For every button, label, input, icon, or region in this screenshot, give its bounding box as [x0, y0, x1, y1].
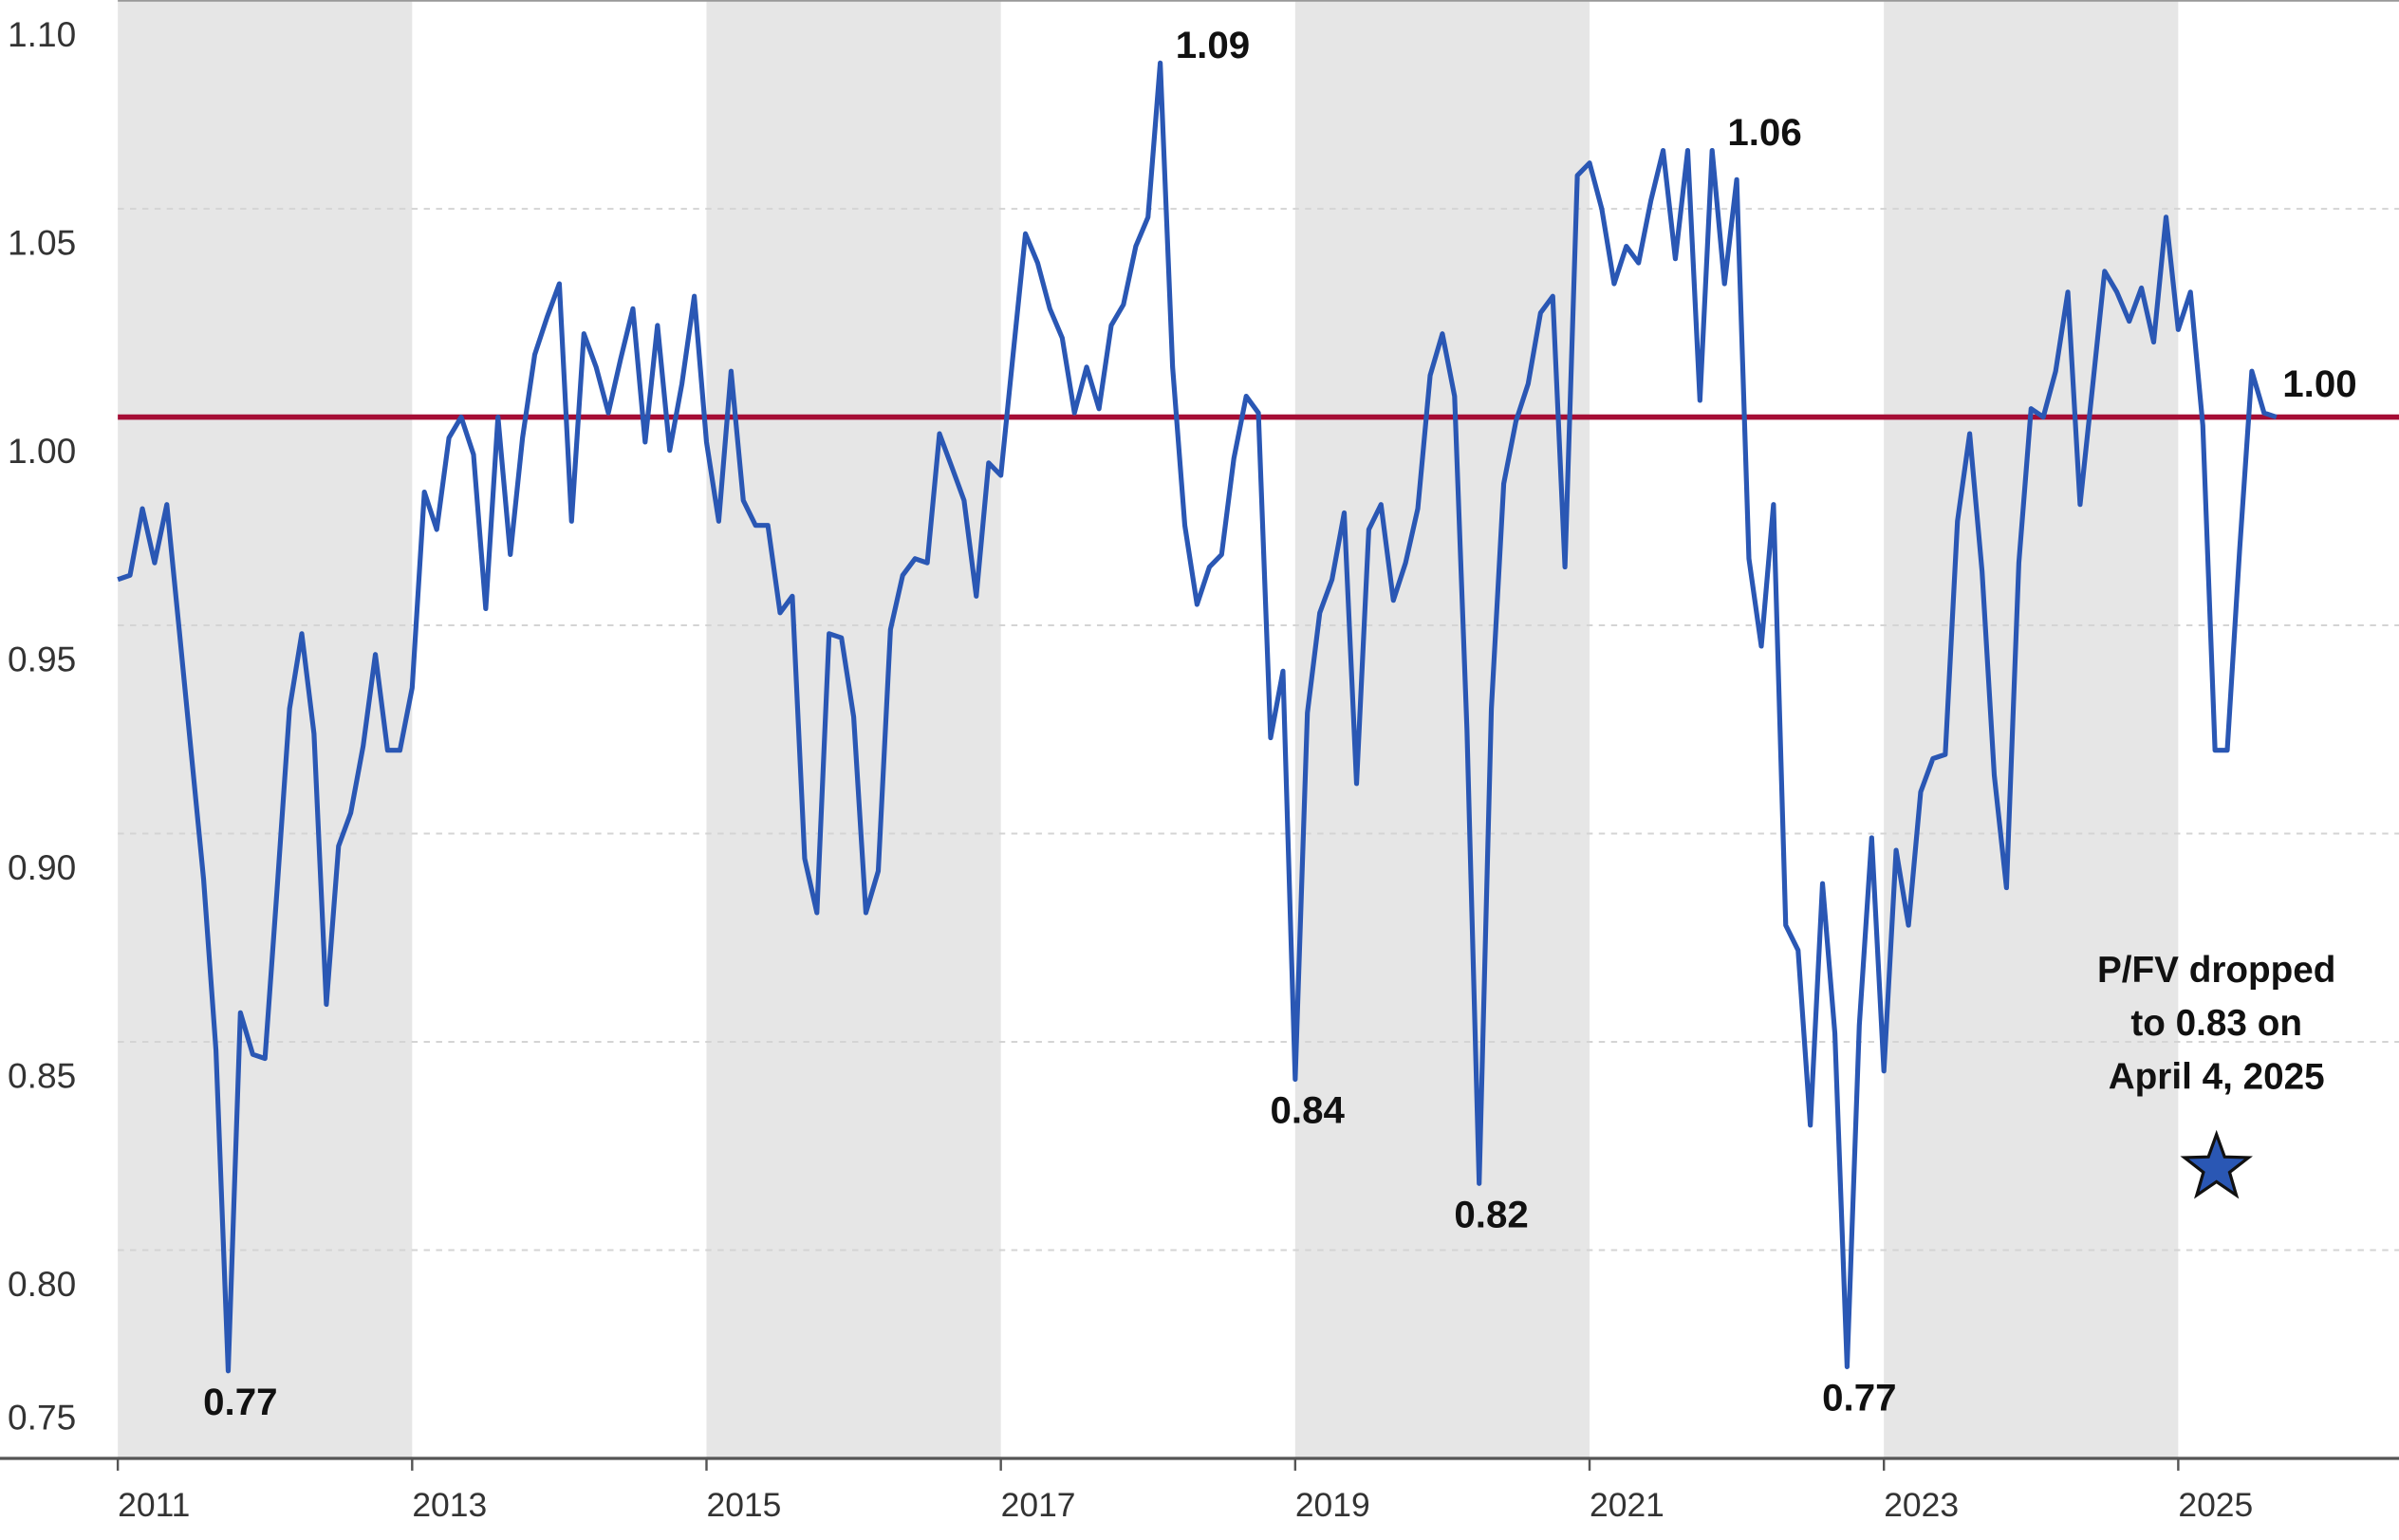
x-tick-label: 2017: [1001, 1486, 1076, 1524]
x-tick-label: 2023: [1884, 1486, 1959, 1524]
y-tick-label: 0.85: [8, 1056, 76, 1096]
data-line: [117, 60, 2278, 1374]
data-label: 0.77: [1822, 1377, 1896, 1419]
year-band: [1294, 0, 1590, 1459]
data-label: 1.09: [1176, 24, 1250, 66]
y-tick-label: 1.10: [8, 14, 76, 54]
data-label: 0.82: [1454, 1193, 1528, 1235]
annotation-text: to 0.83 on: [2130, 1003, 2302, 1044]
x-tick-label: 2019: [1295, 1486, 1370, 1524]
y-tick-label: 0.80: [8, 1264, 76, 1304]
data-label: 0.84: [1271, 1089, 1346, 1132]
y-tick-label: 0.95: [8, 640, 76, 679]
x-tick-label: 2013: [412, 1486, 487, 1524]
annotation-text: P/FV dropped: [2097, 950, 2335, 991]
annotation-text: April 4, 2025: [2109, 1057, 2325, 1098]
data-label: 1.06: [1727, 111, 1801, 154]
y-tick-label: 1.05: [8, 223, 76, 263]
year-band: [1884, 0, 2179, 1459]
x-tick-label: 2021: [1590, 1486, 1664, 1524]
x-tick-label: 2011: [118, 1486, 190, 1524]
y-tick-label: 0.75: [8, 1398, 76, 1438]
data-label: 1.00: [2282, 362, 2356, 405]
year-band: [118, 0, 413, 1459]
x-tick-label: 2015: [706, 1486, 781, 1524]
y-tick-label: 0.90: [8, 847, 76, 887]
y-tick-label: 1.00: [8, 431, 76, 471]
x-tick-label: 2025: [2178, 1486, 2253, 1524]
data-label: 0.77: [203, 1381, 277, 1423]
annotation-star: [2180, 1129, 2253, 1199]
